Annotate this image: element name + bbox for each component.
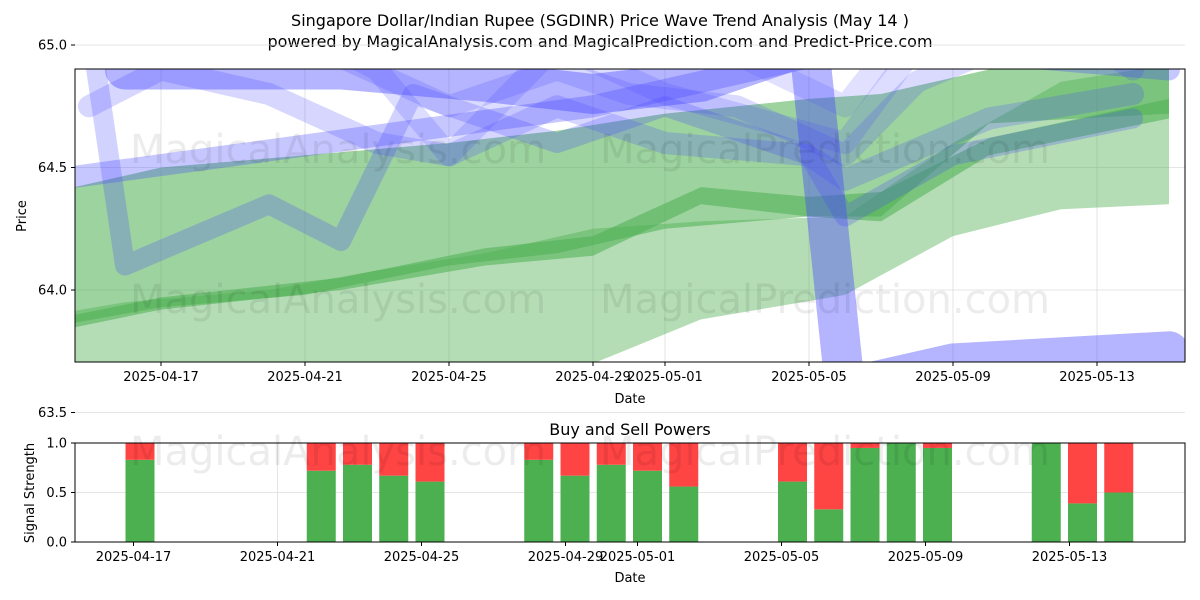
signal-y-tick-label: 0.5 (46, 486, 67, 501)
sell-bar (778, 443, 807, 482)
sell-bar (596, 443, 626, 465)
sell-bar (633, 443, 662, 471)
sell-bar (524, 443, 554, 460)
sell-bar (415, 443, 445, 482)
signal-x-tick-label: 2025-04-17 (96, 550, 172, 565)
signal-x-tick-label: 2025-04-29 (528, 550, 604, 565)
buy-bar (415, 481, 445, 542)
buy-bar (596, 464, 626, 542)
buy-bar (923, 447, 952, 542)
price-x-tick-label: 2025-05-13 (1059, 370, 1135, 385)
buy-bar (886, 443, 916, 542)
signal-chart-title: Buy and Sell Powers (549, 420, 711, 439)
sell-bar (125, 443, 155, 460)
sell-bar (814, 443, 844, 510)
blue-wave-line (78, 69, 1144, 191)
sell-bar (669, 443, 699, 487)
buy-bar (306, 470, 336, 542)
price-x-tick-label: 2025-05-09 (915, 370, 991, 385)
buy-bar (1031, 443, 1061, 542)
price-y-tick-label: 64.0 (38, 284, 67, 299)
buy-bar (379, 475, 409, 542)
buy-bar (1104, 492, 1134, 542)
watermark: MagicalAnalysis.com (130, 127, 546, 173)
price-x-tick-label: 2025-05-01 (627, 370, 703, 385)
price-x-tick-label: 2025-04-17 (123, 370, 199, 385)
chart-title: Singapore Dollar/Indian Rupee (SGDINR) P… (291, 11, 909, 30)
watermark: MagicalPrediction.com (600, 277, 1050, 323)
buy-bar (524, 459, 554, 542)
signal-chart: Buy and Sell Powers MagicalAnalysis.com … (23, 420, 1186, 586)
blue-wave-line (105, 69, 1185, 362)
buy-bar (1068, 503, 1097, 542)
green-wave-band (75, 69, 1169, 362)
price-x-tick-label: 2025-04-29 (555, 370, 631, 385)
price-y-axis-label: Price (15, 200, 30, 232)
signal-x-axis-label: Date (614, 571, 645, 586)
price-plot-frame (74, 68, 1186, 363)
watermark: MagicalPrediction.com (600, 429, 1050, 475)
sell-bar (1068, 443, 1097, 504)
signal-y-ticks: 0.0 0.5 1.0 (46, 437, 75, 551)
buy-bar (778, 481, 807, 542)
sell-bar (379, 443, 409, 476)
green-wave-bands (75, 69, 1169, 362)
sell-bar (850, 443, 880, 448)
buy-bar (669, 486, 699, 542)
signal-y-axis-label: Signal Strength (23, 443, 38, 543)
signal-x-tick-label: 2025-04-21 (240, 550, 316, 565)
signal-x-ticks: 2025-04-17 2025-04-21 2025-04-25 2025-04-29… (96, 542, 1108, 565)
chart-subtitle: powered by MagicalAnalysis.com and Magic… (267, 32, 932, 51)
buy-bar (850, 447, 880, 542)
signal-x-tick-label: 2025-05-13 (1032, 550, 1108, 565)
watermark: MagicalPrediction.com (600, 127, 1050, 173)
price-watermarks: MagicalAnalysis.com MagicalPrediction.co… (130, 127, 1050, 323)
green-wave-band (75, 69, 1169, 323)
sell-bar (1104, 443, 1134, 493)
price-x-tick-label: 2025-04-25 (411, 370, 487, 385)
sell-bar (343, 443, 372, 465)
signal-x-tick-label: 2025-04-25 (384, 550, 460, 565)
price-y-ticks: 63.564.064.565.065.5 (38, 39, 75, 421)
price-chart: MagicalAnalysis.com MagicalPrediction.co… (15, 39, 1186, 421)
sell-bar (306, 443, 336, 471)
price-x-axis-label: Date (614, 392, 645, 407)
buy-bar (633, 470, 662, 542)
buy-bar (560, 475, 590, 542)
sell-bar (923, 443, 952, 448)
buy-bar (343, 464, 372, 542)
price-y-tick-label: 64.5 (38, 161, 67, 176)
blue-wave-lines (75, 69, 1185, 362)
sell-bar (560, 443, 590, 476)
signal-y-tick-label: 0.0 (46, 536, 67, 551)
blue-wave-line (86, 69, 1143, 276)
blue-wave-line (340, 69, 1144, 167)
blue-wave-line (75, 69, 1180, 188)
price-y-tick-label: 63.5 (38, 406, 67, 421)
buy-bar (814, 509, 844, 542)
signal-x-tick-label: 2025-05-05 (744, 550, 820, 565)
watermark: MagicalAnalysis.com (130, 277, 546, 323)
signal-x-tick-label: 2025-05-01 (600, 550, 676, 565)
watermark: MagicalAnalysis.com (130, 429, 546, 475)
buy-bar (125, 459, 155, 542)
signal-x-tick-label: 2025-05-09 (888, 550, 964, 565)
price-x-tick-label: 2025-04-21 (267, 370, 343, 385)
green-wave-band (75, 98, 1169, 328)
signal-y-tick-label: 1.0 (46, 437, 67, 452)
signal-bars (125, 443, 1134, 542)
price-y-tick-label: 65.0 (38, 39, 67, 54)
price-x-ticks: 2025-04-17 2025-04-21 2025-04-25 2025-04-29… (123, 362, 1135, 385)
signal-watermarks: MagicalAnalysis.com MagicalPrediction.co… (130, 429, 1050, 475)
price-x-tick-label: 2025-05-05 (771, 370, 847, 385)
